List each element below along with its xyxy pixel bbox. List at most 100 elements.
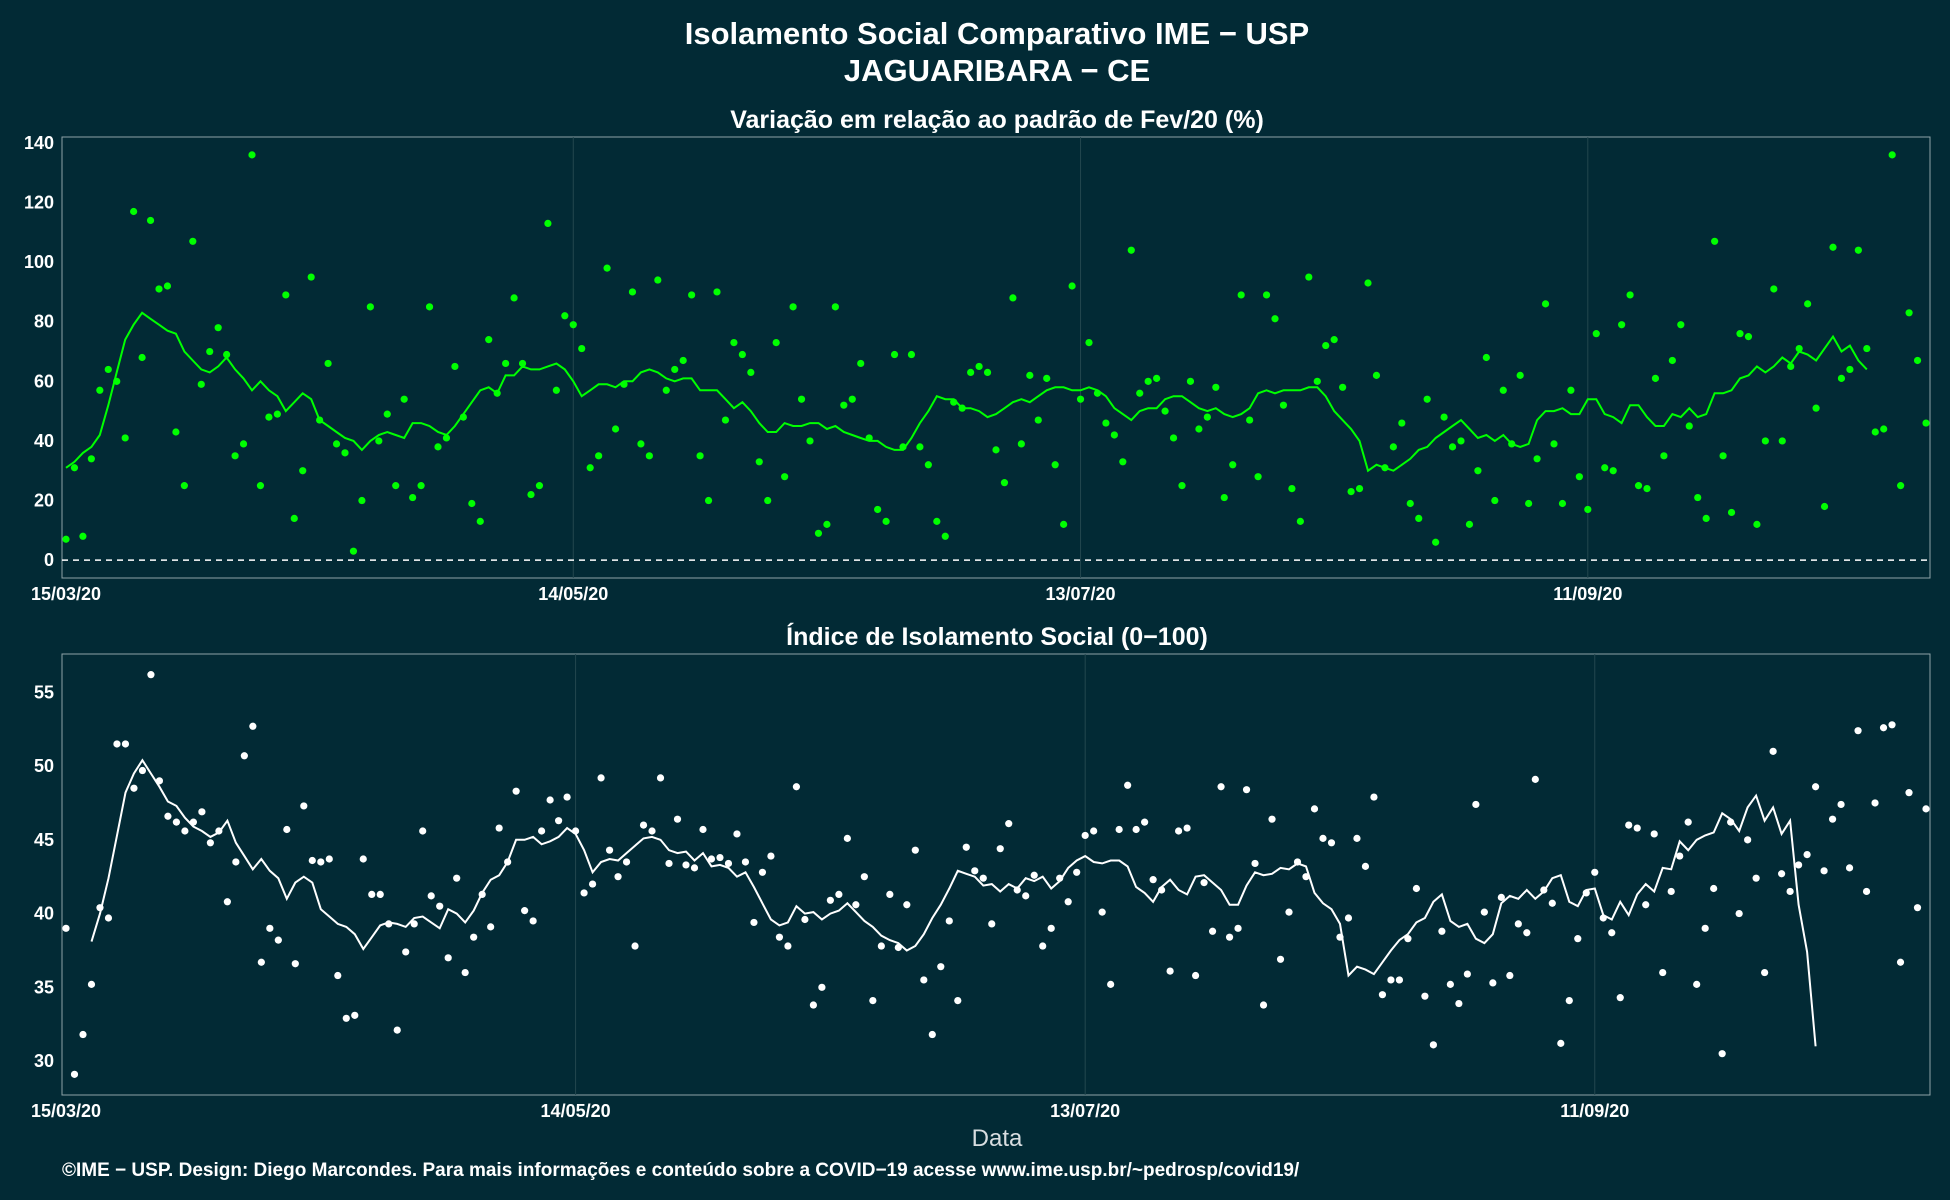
y-tick-label: 100: [24, 252, 54, 272]
data-point: [1387, 976, 1395, 984]
data-point: [1710, 884, 1718, 893]
data-point: [1022, 892, 1030, 900]
data-point: [1557, 1039, 1565, 1047]
data-point: [1313, 377, 1321, 385]
data-point: [1592, 330, 1600, 338]
data-point: [1115, 825, 1123, 834]
data-point: [818, 983, 826, 991]
data-point: [1591, 868, 1599, 876]
data-point: [1913, 356, 1922, 365]
data-point: [628, 288, 637, 296]
data-point: [172, 428, 180, 436]
data-point: [291, 960, 299, 968]
data-point: [393, 1026, 401, 1034]
data-point: [1489, 979, 1497, 987]
data-point: [1220, 493, 1228, 502]
data-point: [1626, 291, 1634, 299]
data-point: [656, 774, 665, 782]
data-point: [843, 834, 851, 842]
data-point: [1643, 485, 1651, 493]
data-point: [164, 812, 172, 820]
data-point: [1651, 374, 1660, 382]
data-point: [181, 827, 189, 835]
data-point: [1395, 976, 1404, 984]
data-point: [1026, 371, 1034, 379]
data-point: [1344, 914, 1353, 922]
data-point: [1132, 825, 1140, 834]
data-point: [561, 312, 569, 320]
y-tick-label: 40: [34, 904, 54, 924]
data-point: [671, 365, 679, 374]
data-point: [1364, 279, 1372, 287]
data-point: [971, 867, 979, 875]
data-point: [1423, 395, 1431, 403]
data-point: [1820, 502, 1829, 511]
data-point: [1127, 246, 1135, 254]
data-point: [1412, 884, 1421, 893]
data-point: [1854, 727, 1862, 735]
data-point: [121, 434, 129, 442]
data-point: [1081, 831, 1089, 840]
data-point: [376, 890, 384, 899]
data-point: [544, 219, 552, 228]
main-title: Isolamento Social Comparativo IME − USP: [685, 16, 1309, 51]
data-point: [924, 461, 932, 469]
data-point: [679, 356, 687, 365]
data-point: [282, 291, 290, 299]
top-panel-title: Variação em relação ao padrão de Fev/20 …: [730, 106, 1264, 134]
data-point: [605, 846, 614, 854]
data-point: [1322, 341, 1330, 350]
data-point: [341, 449, 349, 457]
data-point: [476, 517, 484, 525]
data-point: [775, 933, 784, 941]
data-point: [155, 285, 163, 293]
data-point: [874, 505, 882, 514]
x-tick-label: 13/07/20: [1046, 584, 1116, 604]
data-point: [1200, 879, 1208, 887]
data-point: [1608, 929, 1616, 937]
data-point: [1829, 243, 1837, 251]
data-point: [1225, 933, 1234, 941]
data-point: [1811, 783, 1820, 791]
data-point: [1660, 452, 1668, 460]
data-point: [1828, 815, 1837, 823]
data-point: [1288, 485, 1296, 493]
data-point: [1203, 413, 1211, 421]
data-point: [603, 264, 611, 272]
data-point: [755, 458, 763, 466]
data-point: [860, 873, 868, 881]
data-point: [1251, 859, 1259, 868]
data-point: [1567, 386, 1575, 394]
data-point: [434, 443, 442, 451]
data-point: [933, 517, 941, 525]
data-point: [645, 452, 653, 460]
data-point: [1034, 416, 1042, 424]
data-point: [70, 1070, 79, 1078]
data-point: [1575, 473, 1583, 481]
data-point: [747, 368, 755, 376]
plot-frame: [61, 136, 1931, 579]
data-point: [1711, 237, 1719, 245]
data-point: [1525, 499, 1533, 508]
data-point: [1060, 520, 1068, 528]
data-point: [823, 520, 831, 528]
data-point: [1684, 818, 1692, 826]
data-point: [1803, 850, 1811, 859]
data-point: [383, 410, 391, 418]
data-point: [1905, 309, 1913, 317]
data-point: [1574, 935, 1582, 943]
data-point: [797, 395, 806, 403]
data-point: [324, 359, 332, 368]
data-point: [1262, 291, 1271, 299]
data-point: [1279, 401, 1288, 409]
data-point: [1076, 395, 1085, 403]
data-point: [611, 425, 620, 433]
data-point: [1550, 440, 1558, 448]
data-point: [764, 496, 772, 505]
data-point: [231, 452, 239, 460]
data-point: [614, 873, 622, 881]
x-tick-label: 11/09/20: [1560, 1101, 1629, 1121]
data-point: [814, 529, 823, 537]
